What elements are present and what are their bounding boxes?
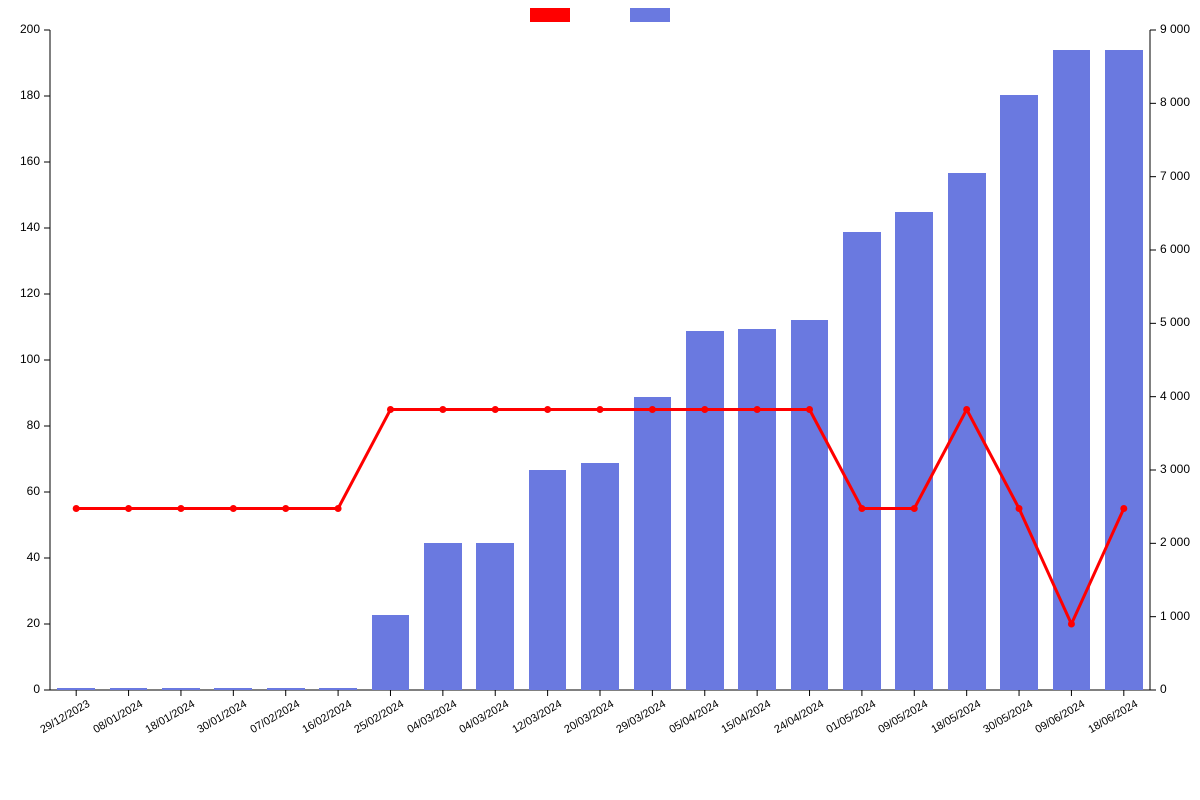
ytick-right: 0 bbox=[1160, 682, 1167, 696]
ytick-left: 60 bbox=[0, 484, 40, 498]
line-series bbox=[50, 30, 1150, 690]
ytick-left: 20 bbox=[0, 616, 40, 630]
legend-swatch-line bbox=[530, 8, 570, 22]
ytick-left: 40 bbox=[0, 550, 40, 564]
ytick-left: 180 bbox=[0, 88, 40, 102]
ytick-left: 200 bbox=[0, 22, 40, 36]
plot-area bbox=[50, 30, 1150, 690]
ytick-left: 140 bbox=[0, 220, 40, 234]
ytick-left: 120 bbox=[0, 286, 40, 300]
ytick-left: 80 bbox=[0, 418, 40, 432]
ytick-left: 160 bbox=[0, 154, 40, 168]
ytick-right: 8 000 bbox=[1160, 95, 1190, 109]
ytick-right: 1 000 bbox=[1160, 609, 1190, 623]
ytick-left: 100 bbox=[0, 352, 40, 366]
ytick-right: 4 000 bbox=[1160, 389, 1190, 403]
ytick-right: 5 000 bbox=[1160, 315, 1190, 329]
legend bbox=[0, 8, 1200, 22]
ytick-right: 3 000 bbox=[1160, 462, 1190, 476]
ytick-right: 2 000 bbox=[1160, 535, 1190, 549]
ytick-right: 6 000 bbox=[1160, 242, 1190, 256]
ytick-left: 0 bbox=[0, 682, 40, 696]
legend-swatch-bar bbox=[630, 8, 670, 22]
ytick-right: 9 000 bbox=[1160, 22, 1190, 36]
ytick-right: 7 000 bbox=[1160, 169, 1190, 183]
